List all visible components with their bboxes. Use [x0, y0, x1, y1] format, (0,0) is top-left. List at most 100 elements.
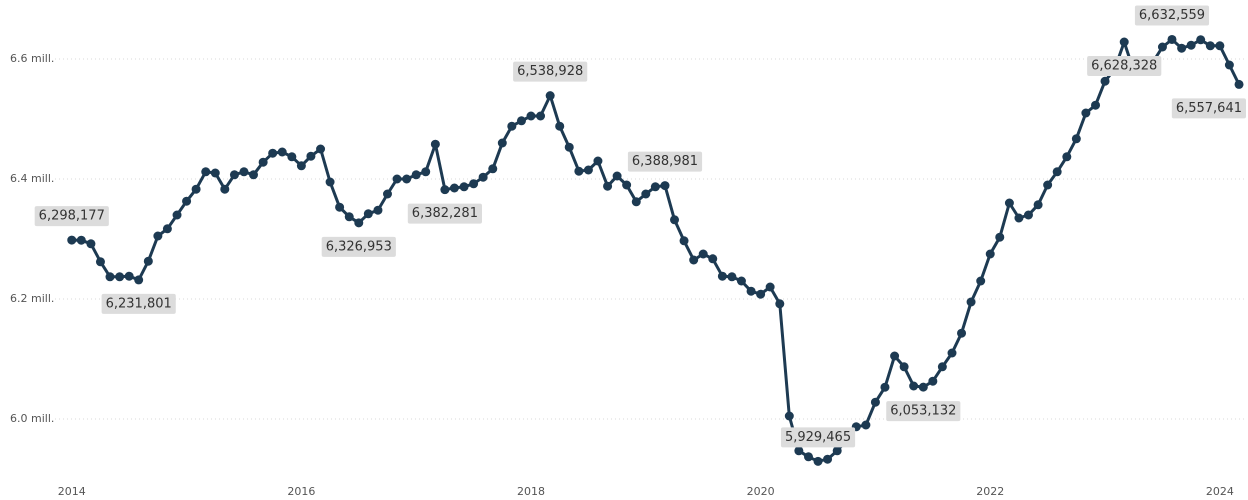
- point: [105, 272, 115, 282]
- point: [1014, 213, 1024, 223]
- point: [1234, 79, 1244, 89]
- point: [373, 205, 383, 215]
- point: [1071, 134, 1081, 144]
- data-label-text: 6,538,928: [517, 64, 583, 79]
- point: [306, 151, 316, 161]
- point: [296, 161, 306, 171]
- point: [775, 299, 785, 309]
- point: [124, 271, 134, 281]
- point: [736, 276, 746, 286]
- point: [689, 255, 699, 265]
- point: [784, 411, 794, 421]
- data-label-text: 5,929,465: [785, 430, 851, 445]
- point: [1023, 210, 1033, 220]
- point: [76, 235, 86, 245]
- point: [277, 147, 287, 157]
- point: [918, 382, 928, 392]
- point: [985, 249, 995, 259]
- data-label: 5,929,465: [780, 427, 856, 448]
- data-label: 6,326,953: [321, 236, 396, 257]
- point: [890, 351, 900, 361]
- point: [1004, 198, 1014, 208]
- point: [526, 111, 536, 121]
- point: [1052, 167, 1062, 177]
- data-label-text: 6,231,801: [106, 296, 172, 311]
- point: [478, 172, 488, 182]
- data-label: 6,557,641: [1171, 98, 1246, 119]
- point: [363, 209, 373, 219]
- point: [765, 282, 775, 292]
- point: [899, 362, 909, 372]
- data-label-box: [780, 427, 856, 448]
- data-label-text: 6,557,641: [1176, 101, 1242, 116]
- point: [95, 257, 105, 267]
- point: [229, 170, 239, 180]
- data-label-box: [513, 61, 588, 82]
- point: [679, 236, 689, 246]
- data-label-box: [1087, 56, 1162, 77]
- point: [1157, 42, 1167, 52]
- point: [650, 182, 660, 192]
- x-tick-label: 2022: [976, 485, 1004, 498]
- point: [239, 167, 249, 177]
- point: [756, 289, 766, 299]
- point: [564, 142, 574, 152]
- point: [67, 235, 77, 245]
- point: [957, 328, 967, 338]
- data-label-box: [34, 206, 109, 227]
- data-label-box: [627, 151, 703, 172]
- point: [1100, 76, 1110, 86]
- point: [162, 224, 172, 234]
- data-label-box: [101, 293, 176, 314]
- point: [402, 174, 412, 184]
- point: [440, 185, 450, 195]
- x-tick-label: 2018: [517, 485, 545, 498]
- point: [880, 382, 890, 392]
- point: [497, 138, 507, 148]
- y-tick-label: 6.4 mill.: [10, 172, 54, 185]
- point: [1062, 152, 1072, 162]
- point: [459, 182, 469, 192]
- point: [201, 167, 211, 177]
- point: [1033, 200, 1043, 210]
- point: [813, 456, 823, 466]
- point: [354, 218, 364, 228]
- point: [191, 184, 201, 194]
- point: [832, 446, 842, 456]
- point: [583, 165, 593, 175]
- point: [976, 276, 986, 286]
- data-label: 6,298,177: [34, 206, 109, 227]
- point: [507, 121, 517, 131]
- point: [1186, 40, 1196, 50]
- point: [411, 170, 421, 180]
- line: [71, 38, 1241, 463]
- point: [1196, 35, 1206, 45]
- point: [220, 184, 230, 194]
- data-label: 6,231,801: [101, 293, 176, 314]
- point: [172, 210, 182, 220]
- data-label-box: [1134, 5, 1210, 26]
- x-tick-label: 2014: [58, 485, 86, 498]
- point: [287, 152, 297, 162]
- point: [909, 381, 919, 391]
- point: [421, 167, 431, 177]
- point: [937, 362, 947, 372]
- point: [966, 297, 976, 307]
- point: [746, 286, 756, 296]
- data-label: 6,632,559: [1134, 5, 1210, 26]
- x-tick-label: 2020: [747, 485, 775, 498]
- data-label: 6,388,981: [627, 151, 703, 172]
- data-label-box: [321, 236, 396, 257]
- point: [86, 239, 96, 249]
- data-label-text: 6,326,953: [326, 239, 392, 254]
- point: [143, 256, 153, 266]
- point: [249, 170, 259, 180]
- point: [1043, 180, 1053, 190]
- point: [947, 348, 957, 358]
- point: [593, 156, 603, 166]
- point: [382, 189, 392, 199]
- point: [803, 452, 813, 462]
- point: [823, 454, 833, 464]
- point: [325, 177, 335, 187]
